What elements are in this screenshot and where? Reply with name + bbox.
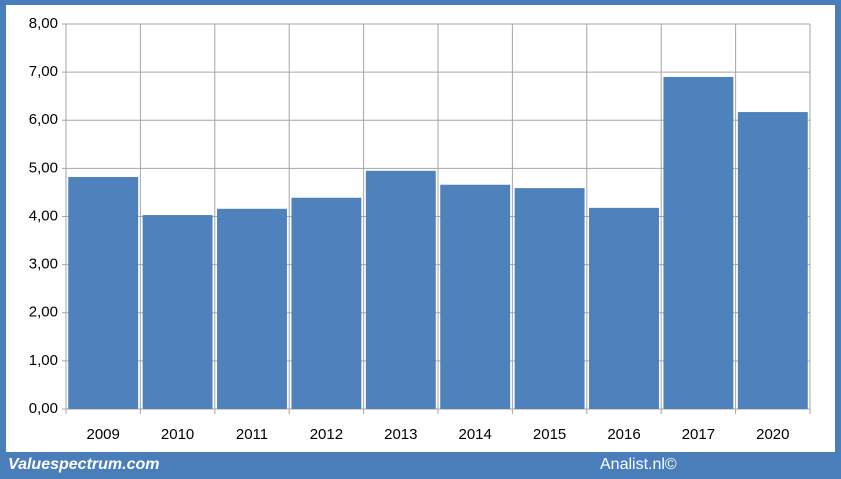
bar: [142, 215, 213, 409]
y-tick-label: 5,00: [29, 159, 58, 176]
bar: [365, 170, 436, 409]
bar: [663, 76, 734, 409]
bar: [589, 207, 659, 409]
bar: [68, 177, 139, 409]
y-tick-label: 7,00: [29, 63, 58, 80]
bar: [514, 188, 585, 409]
bar: [291, 197, 362, 409]
bar: [217, 208, 287, 409]
x-tick-label: 2014: [459, 426, 492, 443]
y-tick-label: 1,00: [29, 352, 58, 369]
y-tick-label: 6,00: [29, 111, 58, 128]
footer-left: Valuespectrum.com: [8, 456, 159, 473]
bar: [440, 184, 511, 409]
y-tick-label: 4,00: [29, 207, 58, 224]
x-tick-label: 2010: [161, 426, 194, 443]
y-tick-label: 8,00: [29, 15, 58, 32]
bar: [737, 112, 808, 409]
x-tick-label: 2011: [236, 426, 268, 443]
y-tick-label: 3,00: [29, 256, 58, 273]
x-tick-label: 2020: [756, 426, 789, 443]
x-tick-label: 2009: [87, 426, 120, 443]
y-tick-label: 2,00: [29, 304, 58, 321]
x-tick-label: 2015: [533, 426, 566, 443]
x-tick-label: 2016: [607, 426, 640, 443]
x-tick-label: 2012: [310, 426, 343, 443]
footer-right: Analist.nl©: [600, 456, 677, 473]
x-tick-label: 2013: [384, 426, 417, 443]
x-tick-label: 2017: [682, 426, 715, 443]
y-tick-label: 0,00: [29, 400, 58, 417]
